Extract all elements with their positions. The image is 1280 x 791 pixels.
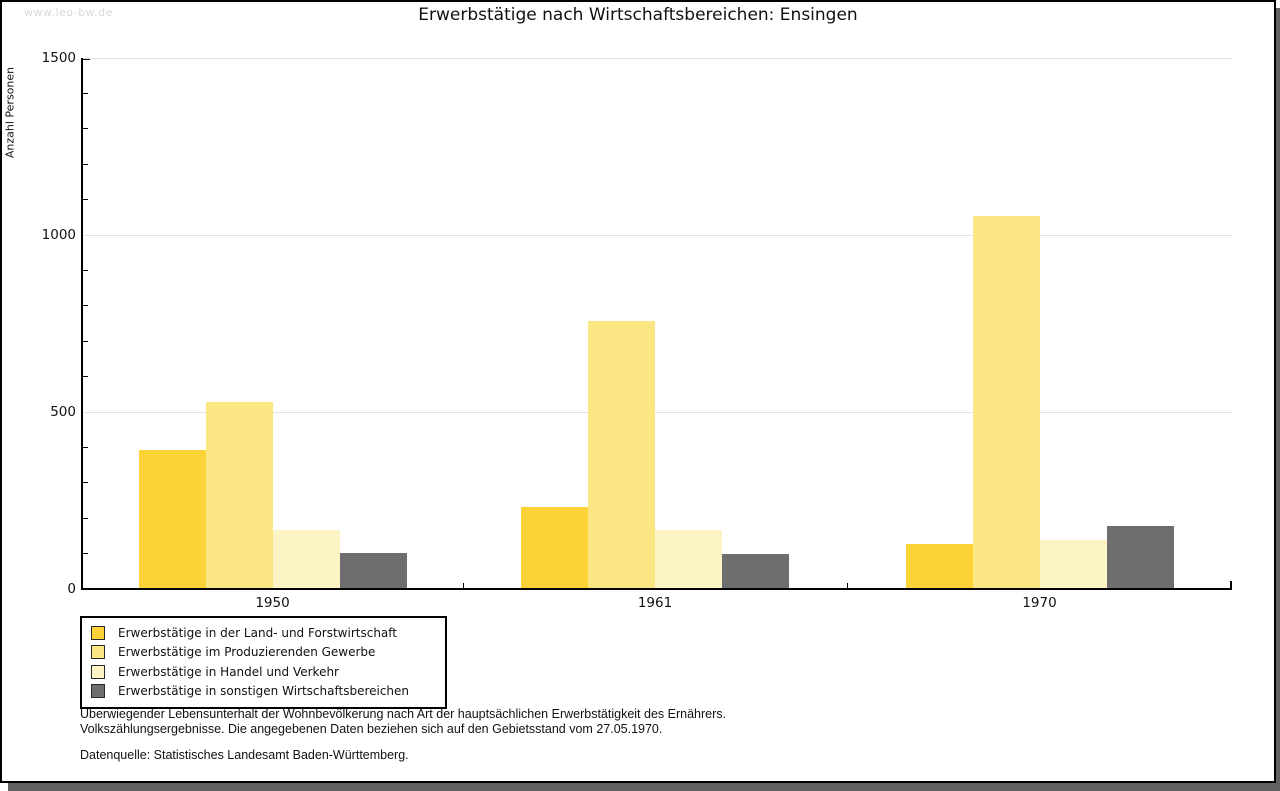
y-minor-tick — [83, 270, 88, 271]
y-tick-label: 1000 — [41, 227, 76, 243]
legend-swatch-icon — [91, 664, 105, 679]
y-gridline — [83, 412, 1232, 413]
y-minor-tick — [83, 305, 88, 306]
bar-1961-series-3 — [655, 530, 722, 588]
y-minor-tick — [83, 518, 88, 519]
bar-1961-series-2 — [588, 321, 655, 588]
legend-item-3: Erwerbstätige in Handel und Verkehr — [88, 662, 439, 682]
x-boundary-tick — [463, 583, 464, 590]
y-axis-end-cap — [82, 58, 90, 60]
footnote-source: Datenquelle: Statistisches Landesamt Bad… — [80, 748, 409, 762]
legend-swatch-icon — [91, 645, 105, 660]
legend-swatch-icon — [91, 625, 105, 640]
y-gridline — [83, 235, 1232, 236]
frame-shadow-bottom — [8, 783, 1280, 791]
y-tick-label: 500 — [50, 404, 76, 420]
legend-swatch-icon — [91, 684, 105, 699]
chart-title: Erwerbstätige nach Wirtschaftsbereichen:… — [418, 5, 858, 25]
x-boundary-tick — [847, 583, 848, 590]
y-tick-label: 1500 — [41, 50, 76, 66]
bar-1970-series-3 — [1040, 540, 1107, 588]
y-minor-tick — [83, 128, 88, 129]
y-minor-tick — [83, 93, 88, 94]
legend: Erwerbstätige in der Land- und Forstwirt… — [80, 616, 447, 709]
bar-1950-series-3 — [273, 530, 340, 588]
y-minor-tick — [83, 376, 88, 377]
legend-rows: Erwerbstätige in der Land- und Forstwirt… — [88, 623, 439, 701]
y-axis-line — [81, 58, 83, 590]
legend-label: Erwerbstätige im Produzierenden Gewerbe — [118, 645, 376, 660]
y-minor-tick — [83, 482, 88, 483]
y-minor-tick — [83, 341, 88, 342]
bar-1970-series-4 — [1107, 526, 1174, 588]
bar-1950-series-2 — [206, 402, 273, 588]
bar-1961-series-1 — [521, 507, 588, 588]
y-minor-tick — [83, 447, 88, 448]
legend-item-2: Erwerbstätige im Produzierenden Gewerbe — [88, 643, 439, 663]
x-category-label: 1950 — [255, 595, 290, 611]
y-tick-label: 0 — [67, 581, 76, 597]
bar-1961-series-4 — [722, 554, 789, 588]
watermark: www.leo-bw.de — [24, 6, 113, 19]
frame-shadow-right — [1276, 8, 1280, 791]
legend-label: Erwerbstätige in der Land- und Forstwirt… — [118, 625, 397, 640]
footnote-line-1: Überwiegender Lebensunterhalt der Wohnbe… — [80, 707, 726, 721]
footnote-line-2: Volkszählungsergebnisse. Die angegebenen… — [80, 722, 663, 736]
bar-1970-series-1 — [906, 544, 973, 588]
legend-item-1: Erwerbstätige in der Land- und Forstwirt… — [88, 623, 439, 643]
bar-1970-series-2 — [973, 216, 1040, 588]
x-axis-line — [81, 588, 1232, 590]
legend-label: Erwerbstätige in Handel und Verkehr — [118, 664, 339, 679]
y-minor-tick — [83, 553, 88, 554]
legend-label: Erwerbstätige in sonstigen Wirtschaftsbe… — [118, 684, 410, 699]
y-gridline — [83, 58, 1232, 59]
x-axis-end-tick — [1230, 581, 1232, 589]
legend-item-4: Erwerbstätige in sonstigen Wirtschaftsbe… — [88, 682, 439, 702]
bar-1950-series-4 — [340, 553, 407, 588]
y-minor-tick — [83, 199, 88, 200]
x-category-label: 1961 — [637, 595, 673, 611]
footnote-text: Überwiegender Lebensunterhalt der Wohnbe… — [80, 707, 726, 737]
y-minor-tick — [83, 164, 88, 165]
bar-1950-series-1 — [139, 450, 206, 588]
x-category-label: 1970 — [1022, 595, 1057, 611]
